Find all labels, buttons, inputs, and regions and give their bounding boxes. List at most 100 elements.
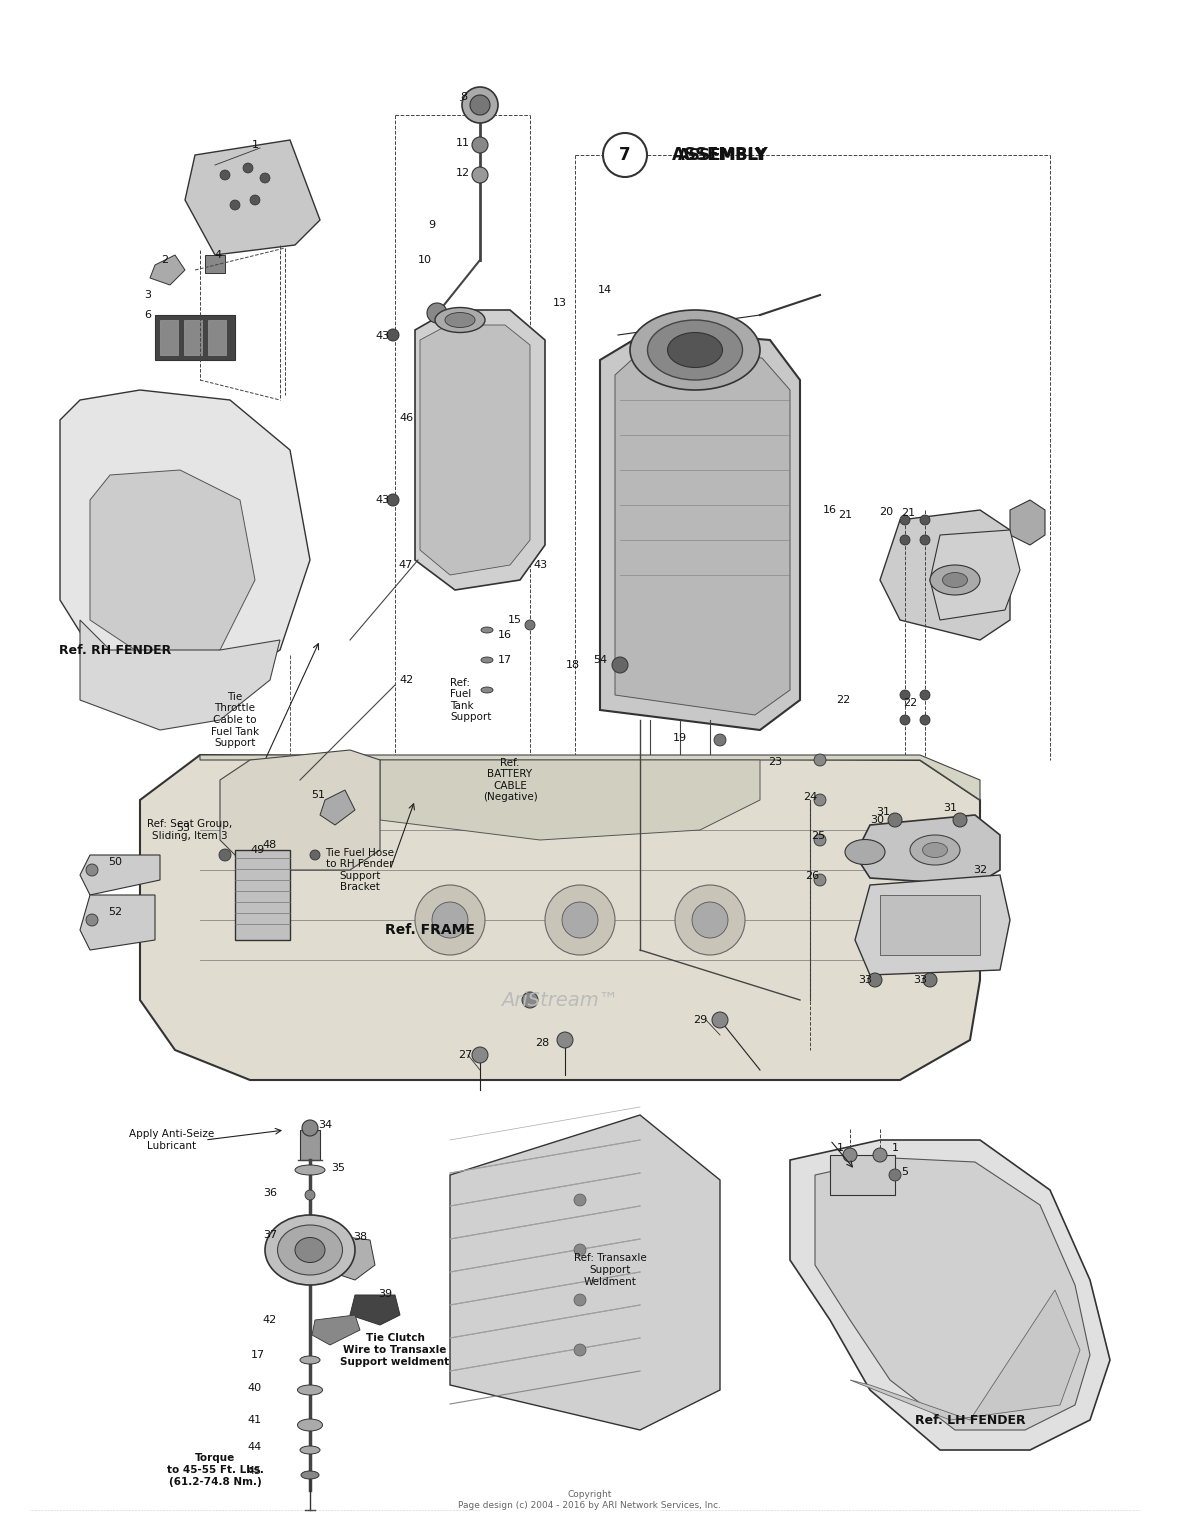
Circle shape [675, 885, 745, 955]
Circle shape [889, 1169, 902, 1181]
Text: 43: 43 [375, 332, 389, 341]
Text: 43: 43 [533, 559, 548, 570]
Text: 29: 29 [693, 1015, 707, 1025]
Ellipse shape [845, 839, 885, 865]
Polygon shape [450, 1115, 720, 1430]
Text: 42: 42 [400, 675, 414, 685]
Text: 8: 8 [460, 92, 467, 102]
Bar [300, 1131, 320, 1160]
Text: 18: 18 [566, 660, 581, 669]
Circle shape [562, 902, 598, 938]
Polygon shape [789, 1140, 1110, 1450]
Text: 50: 50 [109, 857, 122, 866]
Ellipse shape [648, 319, 742, 380]
Text: 24: 24 [802, 792, 817, 802]
Text: Ref: Transaxle
Support
Weldment: Ref: Transaxle Support Weldment [573, 1253, 647, 1287]
Polygon shape [60, 390, 310, 700]
Text: 28: 28 [535, 1038, 549, 1048]
Ellipse shape [435, 307, 485, 333]
Text: 12: 12 [455, 168, 470, 177]
Text: 1: 1 [892, 1143, 898, 1154]
Text: 36: 36 [263, 1187, 277, 1198]
Text: Ref: Seat Group,
Sliding, Item 3: Ref: Seat Group, Sliding, Item 3 [148, 819, 232, 840]
Text: 30: 30 [870, 814, 884, 825]
Text: 31: 31 [943, 804, 957, 813]
Circle shape [427, 303, 447, 322]
Text: 19: 19 [673, 733, 687, 743]
Text: 21: 21 [902, 507, 914, 518]
Circle shape [953, 813, 966, 827]
Text: 42: 42 [263, 1316, 277, 1325]
Text: 26: 26 [805, 871, 819, 882]
Text: 20: 20 [879, 507, 893, 516]
Polygon shape [815, 1158, 1090, 1430]
Circle shape [472, 1047, 489, 1063]
Circle shape [900, 535, 910, 545]
Circle shape [889, 813, 902, 827]
Circle shape [472, 138, 489, 153]
Polygon shape [80, 895, 155, 950]
Polygon shape [140, 755, 981, 1080]
Ellipse shape [301, 1471, 319, 1479]
Text: 38: 38 [353, 1232, 367, 1242]
Text: 31: 31 [876, 807, 890, 817]
Text: 40: 40 [248, 1383, 262, 1394]
Text: Ref:
Fuel
Tank
Support: Ref: Fuel Tank Support [450, 677, 491, 723]
Circle shape [470, 95, 490, 115]
Polygon shape [599, 330, 800, 730]
Circle shape [603, 133, 647, 177]
Text: Ref. FRAME: Ref. FRAME [385, 923, 474, 937]
Circle shape [920, 715, 930, 724]
Text: 27: 27 [458, 1050, 472, 1060]
Text: 3: 3 [144, 290, 151, 299]
Bar [205, 255, 225, 274]
Ellipse shape [300, 1355, 320, 1365]
Ellipse shape [910, 834, 961, 865]
Text: 49: 49 [251, 845, 266, 856]
Ellipse shape [481, 688, 493, 694]
Circle shape [86, 863, 98, 876]
Bar [830, 1155, 894, 1195]
Circle shape [900, 515, 910, 526]
Text: 51: 51 [312, 790, 325, 801]
Circle shape [873, 1148, 887, 1161]
Circle shape [310, 850, 320, 860]
Ellipse shape [481, 657, 493, 663]
Circle shape [302, 1120, 317, 1135]
Polygon shape [350, 1296, 400, 1325]
Circle shape [86, 914, 98, 926]
Text: 1: 1 [837, 1143, 844, 1154]
Text: 54: 54 [592, 656, 607, 665]
Text: 34: 34 [317, 1120, 332, 1131]
Text: 14: 14 [598, 286, 612, 295]
Text: AriStream™: AriStream™ [502, 990, 618, 1010]
Text: 1: 1 [251, 141, 258, 150]
Text: 17: 17 [498, 656, 512, 665]
Circle shape [814, 753, 826, 766]
Ellipse shape [445, 313, 476, 327]
Polygon shape [150, 255, 185, 286]
Text: 16: 16 [822, 504, 837, 515]
Circle shape [900, 715, 910, 724]
Text: ASSEMBLY: ASSEMBLY [671, 147, 768, 163]
Text: 35: 35 [332, 1163, 345, 1174]
Text: Apply Anti-Seize
Lubricant: Apply Anti-Seize Lubricant [130, 1129, 215, 1151]
Text: 25: 25 [811, 831, 825, 840]
Circle shape [920, 691, 930, 700]
Text: 32: 32 [974, 865, 986, 876]
Polygon shape [420, 325, 530, 575]
Circle shape [260, 173, 270, 183]
Text: 17: 17 [251, 1351, 266, 1360]
Circle shape [219, 170, 230, 180]
Ellipse shape [295, 1238, 324, 1262]
Text: 43: 43 [376, 495, 391, 504]
Ellipse shape [943, 573, 968, 587]
Bar [880, 895, 981, 955]
Ellipse shape [630, 310, 760, 390]
Text: 5: 5 [902, 1167, 909, 1177]
Ellipse shape [923, 842, 948, 857]
Ellipse shape [930, 565, 981, 594]
Text: 52: 52 [107, 908, 122, 917]
Ellipse shape [481, 626, 493, 633]
Circle shape [243, 163, 253, 173]
